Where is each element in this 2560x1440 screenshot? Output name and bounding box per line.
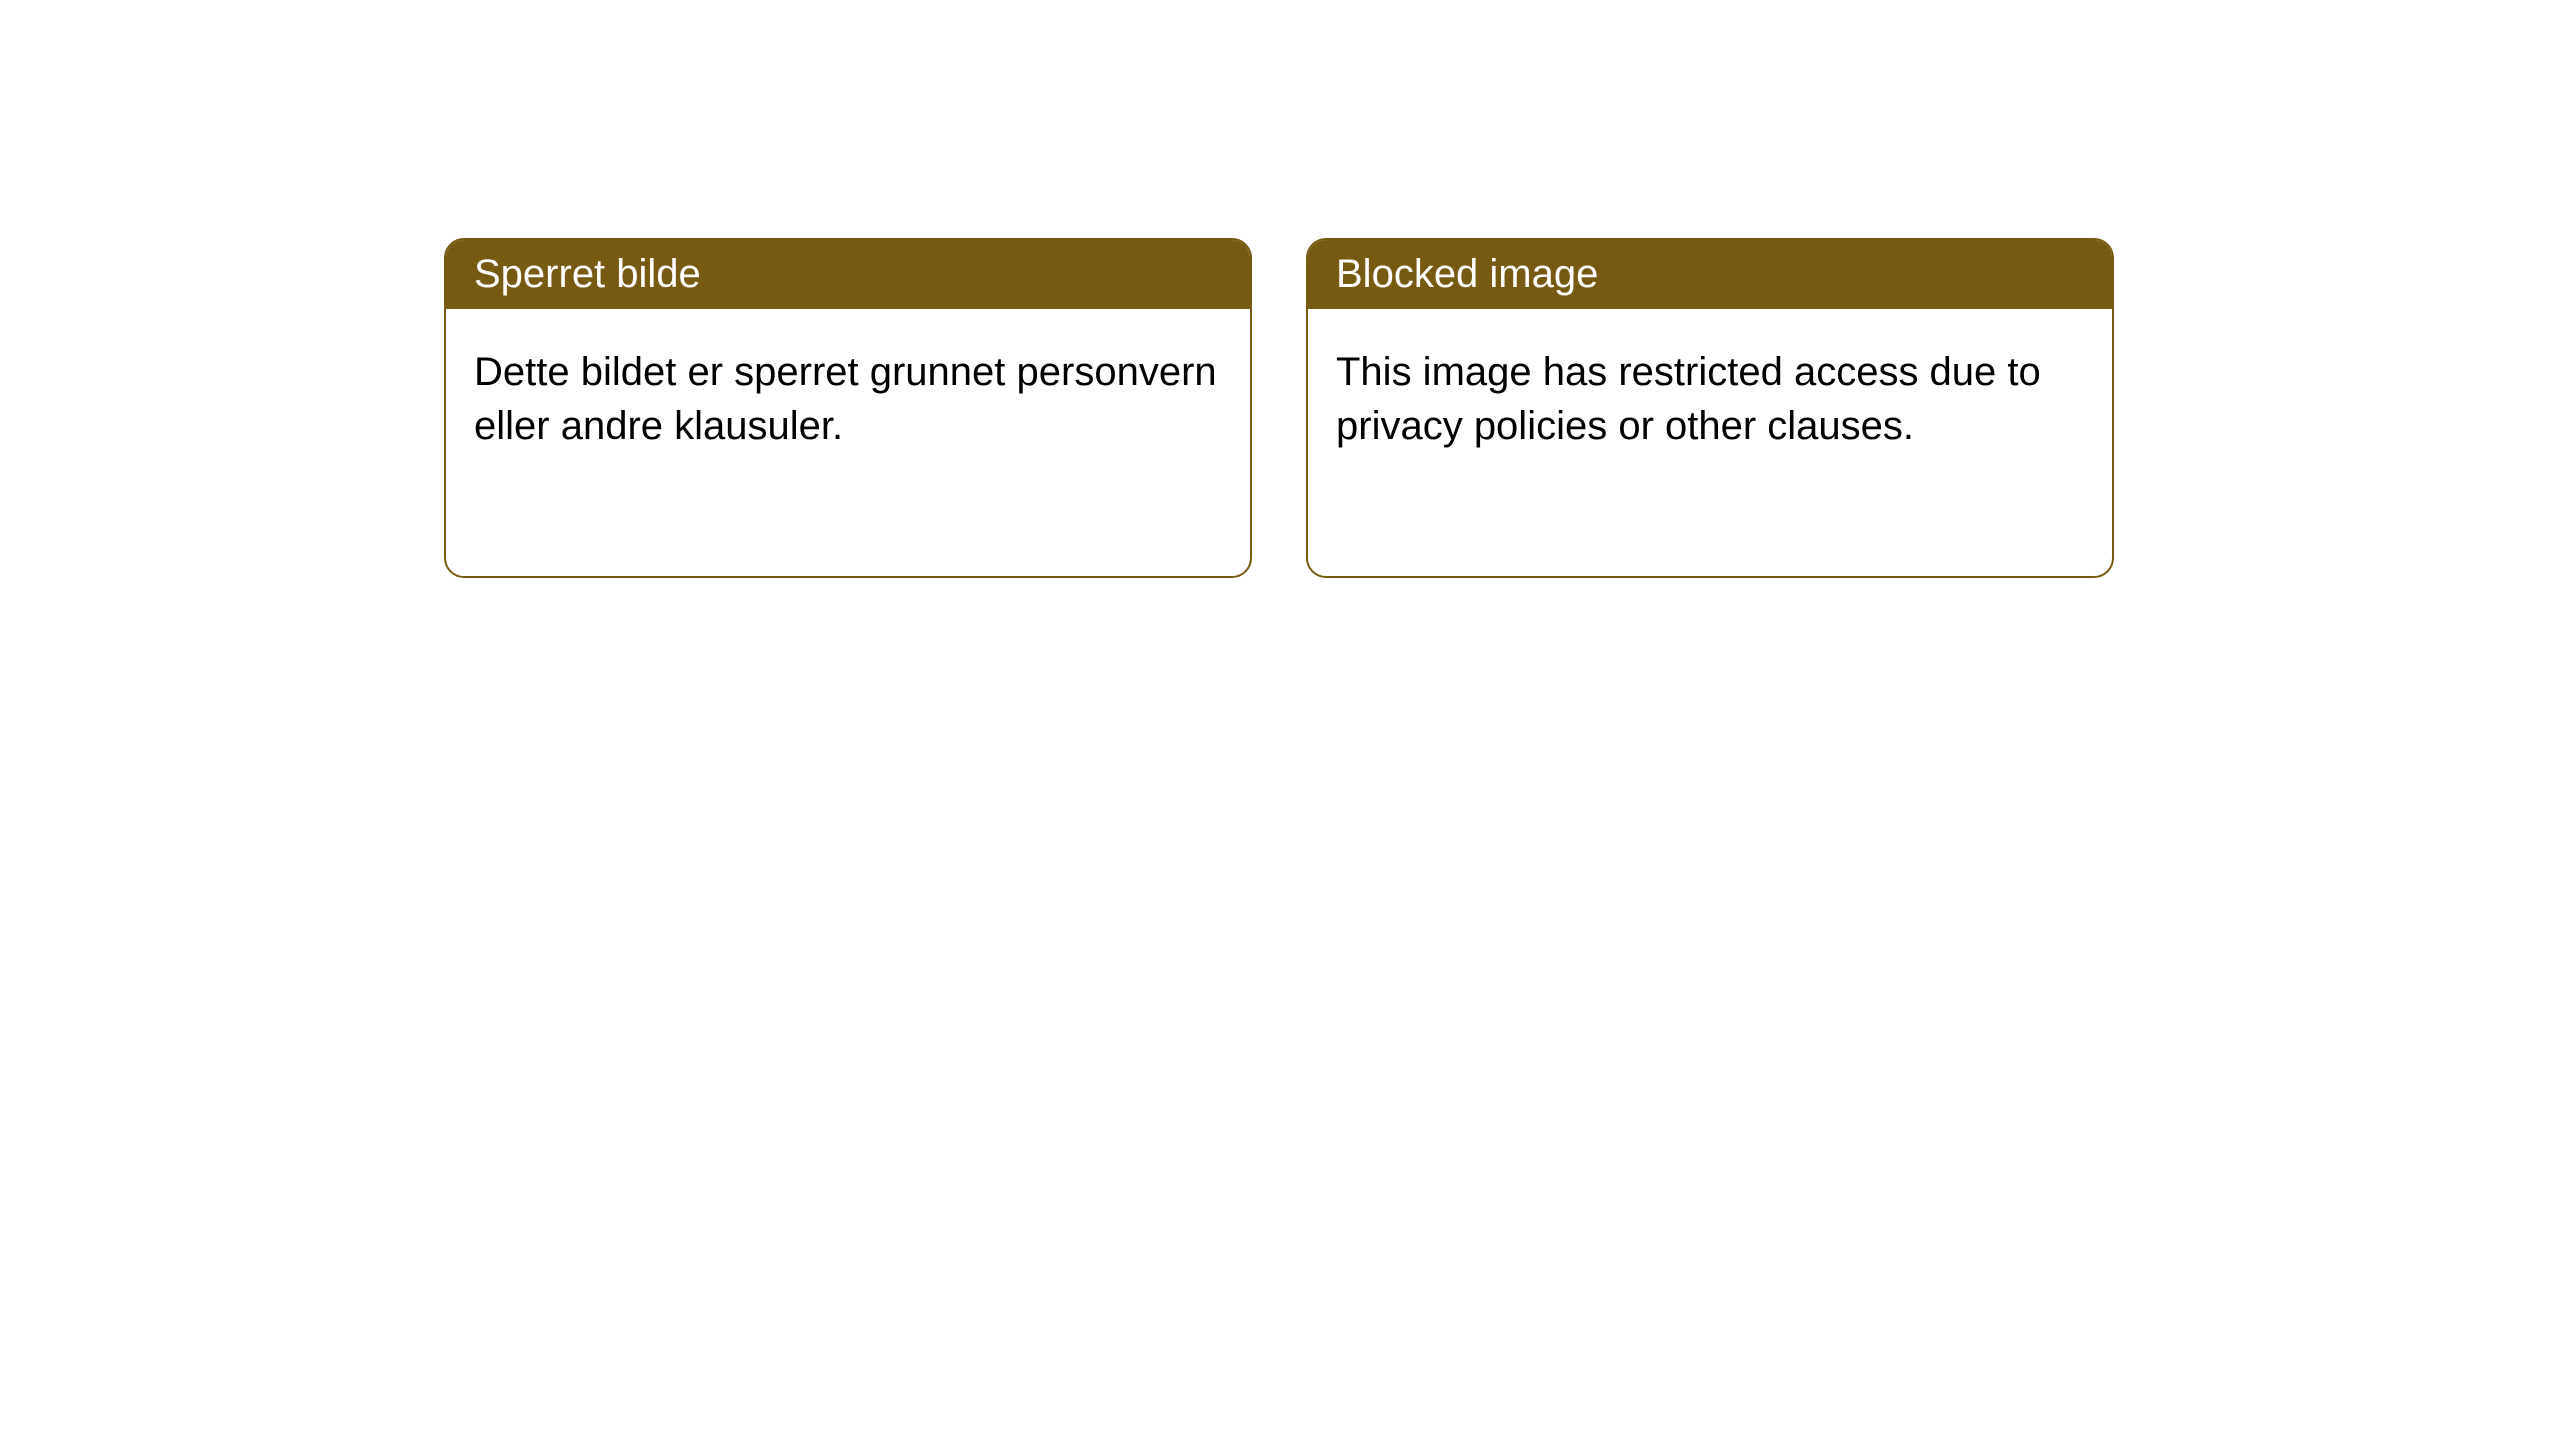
notice-title: Sperret bilde <box>446 240 1250 309</box>
notice-body: This image has restricted access due to … <box>1308 309 2112 489</box>
notice-box-norwegian: Sperret bilde Dette bildet er sperret gr… <box>444 238 1252 578</box>
notice-container: Sperret bilde Dette bildet er sperret gr… <box>0 0 2560 578</box>
notice-box-english: Blocked image This image has restricted … <box>1306 238 2114 578</box>
notice-body: Dette bildet er sperret grunnet personve… <box>446 309 1250 489</box>
notice-title: Blocked image <box>1308 240 2112 309</box>
